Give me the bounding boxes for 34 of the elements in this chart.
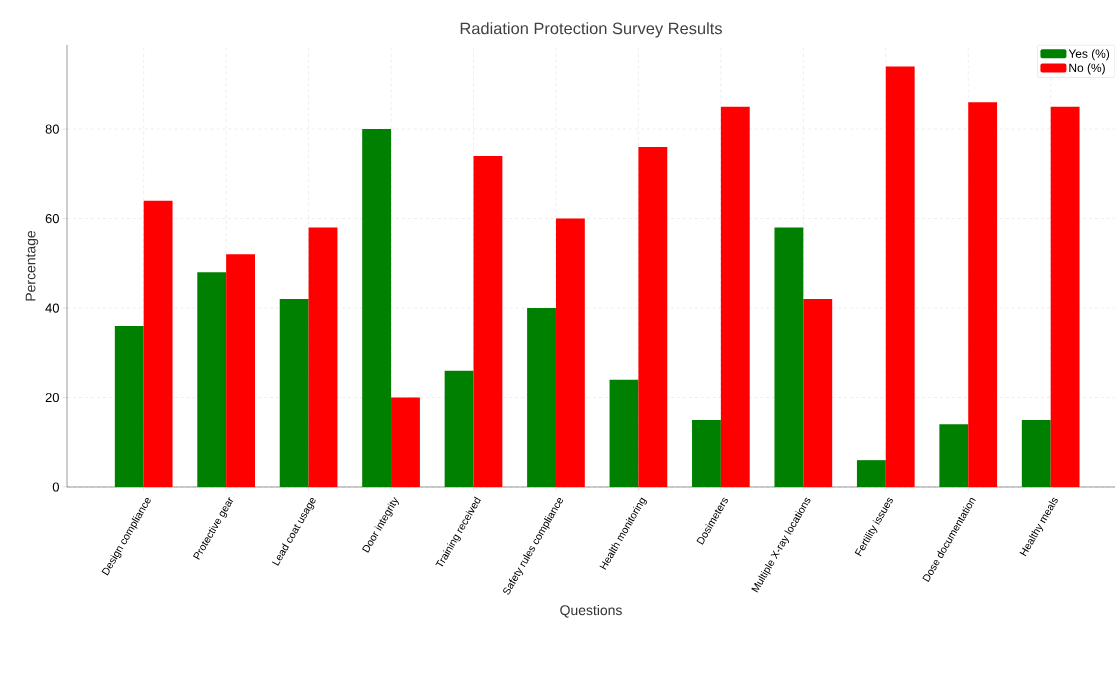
bar: [720, 106, 750, 487]
y-tick-label: 0: [52, 482, 59, 492]
bar: [885, 66, 915, 487]
y-tick-label: 60: [45, 213, 59, 224]
bar: [197, 272, 227, 487]
bar: [279, 299, 309, 487]
bar: [444, 370, 474, 487]
y-axis-title: Percentage: [25, 230, 39, 301]
bar: [362, 129, 392, 487]
y-tick-label: 20: [45, 392, 59, 403]
bar: [226, 254, 255, 487]
bar: [143, 200, 173, 487]
bar: [609, 379, 639, 487]
bar: [473, 155, 503, 487]
bar: [692, 419, 721, 487]
bar: [939, 424, 969, 487]
legend-label: Yes (%): [1068, 49, 1110, 61]
bar: [114, 325, 144, 487]
bar: [1021, 419, 1051, 487]
bar: [308, 227, 338, 487]
x-axis-title: Questions: [560, 604, 622, 618]
bar: [391, 397, 420, 487]
chart-title: Radiation Protection Survey Results: [460, 22, 722, 38]
bar: [527, 308, 556, 487]
legend-label: No (%): [1069, 63, 1105, 75]
bar: [1050, 106, 1080, 487]
bar: [803, 299, 833, 487]
bar: [638, 146, 668, 487]
bar: [774, 227, 804, 487]
bar: [856, 460, 886, 487]
bar: [555, 218, 585, 487]
bar: [968, 102, 998, 487]
y-tick-label: 80: [45, 124, 59, 134]
y-tick-label: 40: [45, 303, 59, 313]
